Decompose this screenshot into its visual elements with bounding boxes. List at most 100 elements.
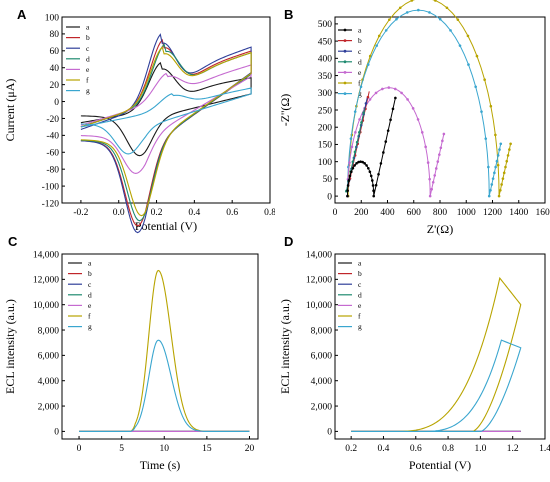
nyquist-point-g xyxy=(496,154,500,157)
legend-marker-c xyxy=(343,49,347,53)
cv-curve-d xyxy=(80,43,252,222)
nyquist-point-f xyxy=(445,6,449,10)
legend-label-d: d xyxy=(88,290,92,299)
y-tick-label: -100 xyxy=(42,182,60,192)
legend-marker-b xyxy=(343,39,347,42)
nyquist-point-g xyxy=(499,142,503,146)
nyquist-point-e xyxy=(358,118,361,121)
nyquist-point-e xyxy=(428,177,431,181)
nyquist-point-e xyxy=(424,145,427,149)
y-tick-label: 0 xyxy=(54,428,59,438)
legend-label-f: f xyxy=(86,76,89,85)
x-tick-label: 1200 xyxy=(483,208,502,218)
panel-label-d: D xyxy=(284,234,294,249)
cv-curve-f xyxy=(80,45,252,217)
x-tick-label: 1.2 xyxy=(507,444,519,454)
legend-label-e: e xyxy=(358,68,362,77)
panel-label-a: A xyxy=(17,7,27,22)
nyquist-point-e xyxy=(439,146,443,150)
x-tick-label: 1.0 xyxy=(474,444,486,454)
legend-label-c: c xyxy=(358,47,362,56)
plot-frame xyxy=(334,253,546,440)
nyquist-point-a xyxy=(351,166,355,170)
x-tick-label: 20 xyxy=(245,444,255,454)
nyquist-point-g xyxy=(493,171,496,175)
plot-frame xyxy=(61,16,271,204)
chart-a-cv: -0.2 0.0 0.2 0.4 0.6 0.8 -120 -100 -80 -60 -40 -20 0… xyxy=(3,13,275,234)
nyquist-point-f xyxy=(410,0,414,2)
nyquist-point-e xyxy=(436,160,440,163)
legend-label-g: g xyxy=(358,89,362,98)
chart-d-ecl-potential: 0.2 0.4 0.6 0.8 1.0 1.2 1.4 0 2,000 4,000 6,000 8,0… xyxy=(278,250,550,472)
y-tick-label: 40 xyxy=(50,64,60,74)
nyquist-point-a xyxy=(372,189,375,193)
nyquist-point-e xyxy=(433,174,437,177)
legend-label-a: a xyxy=(358,26,362,35)
panel-label-b: B xyxy=(284,7,294,22)
legend-label-f: f xyxy=(88,312,91,321)
legend-label-e: e xyxy=(88,301,92,310)
nyquist-point-e xyxy=(420,131,424,134)
y-tick-label: 14,000 xyxy=(306,250,332,260)
y-tick-label: 8,000 xyxy=(311,326,333,336)
x-tick-label: 0.6 xyxy=(226,208,238,218)
x-axis-label: Time (s) xyxy=(140,458,181,472)
legend-label-c: c xyxy=(358,280,362,289)
nyquist-point-e xyxy=(430,187,433,191)
y-tick-label: 20 xyxy=(50,81,60,91)
y-tick-label: 250 xyxy=(318,106,333,116)
nyquist-curve-f xyxy=(347,0,512,197)
chart-c-plot: 0 5 10 15 20 0 2,000 4,000 6,000 8,000 10,000 12,00… xyxy=(3,250,259,472)
nyquist-point-f xyxy=(499,188,502,192)
nyquist-point-e xyxy=(416,118,420,121)
nyquist-point-e xyxy=(387,86,391,89)
nyquist-point-a xyxy=(377,172,380,176)
y-tick-label: 10,000 xyxy=(306,301,332,311)
nyquist-point-a xyxy=(386,129,390,132)
legend-label-e: e xyxy=(86,65,90,74)
x-axis-label: Z'(Ω) xyxy=(427,222,453,236)
nyquist-point-e xyxy=(381,87,384,91)
nyquist-point-f xyxy=(508,148,511,151)
nyquist-point-f xyxy=(398,6,402,10)
legend-marker-f xyxy=(343,81,347,85)
y-tick-label: 60 xyxy=(50,47,60,57)
nyquist-point-f xyxy=(497,194,501,198)
nyquist-point-g xyxy=(467,63,470,66)
y-axis-label: Current (μA) xyxy=(3,79,17,142)
legend-label-f: f xyxy=(358,79,361,88)
y-tick-label: -20 xyxy=(46,115,59,125)
y-tick-label: -40 xyxy=(46,132,59,142)
y-tick-label: 450 xyxy=(318,37,333,47)
nyquist-point-e xyxy=(348,161,351,164)
x-tick-label: 0.6 xyxy=(410,444,422,454)
nyquist-point-g xyxy=(491,177,495,180)
y-tick-label: 12,000 xyxy=(306,276,332,286)
y-axis-label: -Z''(Ω) xyxy=(278,94,292,127)
nyquist-point-g xyxy=(384,29,388,32)
chart-c-ecl-time: 0 5 10 15 20 0 2,000 4,000 6,000 8,000 10,000 12,00… xyxy=(3,250,259,472)
nyquist-point-e xyxy=(393,87,397,91)
y-tick-label: 0 xyxy=(327,428,332,438)
nyquist-point-g xyxy=(438,17,442,21)
nyquist-point-e xyxy=(350,145,354,149)
nyquist-point-a xyxy=(359,160,362,163)
legend-label-c: c xyxy=(88,280,92,289)
nyquist-point-d xyxy=(360,121,363,124)
legend-label-g: g xyxy=(88,322,92,331)
nyquist-point-a xyxy=(369,174,373,178)
nyquist-point-f xyxy=(496,163,500,167)
nyquist-point-f xyxy=(505,159,509,163)
nyquist-point-g xyxy=(428,11,431,14)
nyquist-point-g xyxy=(449,29,452,32)
nyquist-point-b xyxy=(366,95,370,99)
x-tick-label: 600 xyxy=(407,208,422,218)
nyquist-point-f xyxy=(483,78,486,81)
nyquist-point-f xyxy=(368,54,372,58)
legend-label-g: g xyxy=(86,86,90,95)
nyquist-point-f xyxy=(509,142,512,146)
panel-label-c: C xyxy=(8,234,18,249)
nyquist-point-g xyxy=(395,17,398,21)
